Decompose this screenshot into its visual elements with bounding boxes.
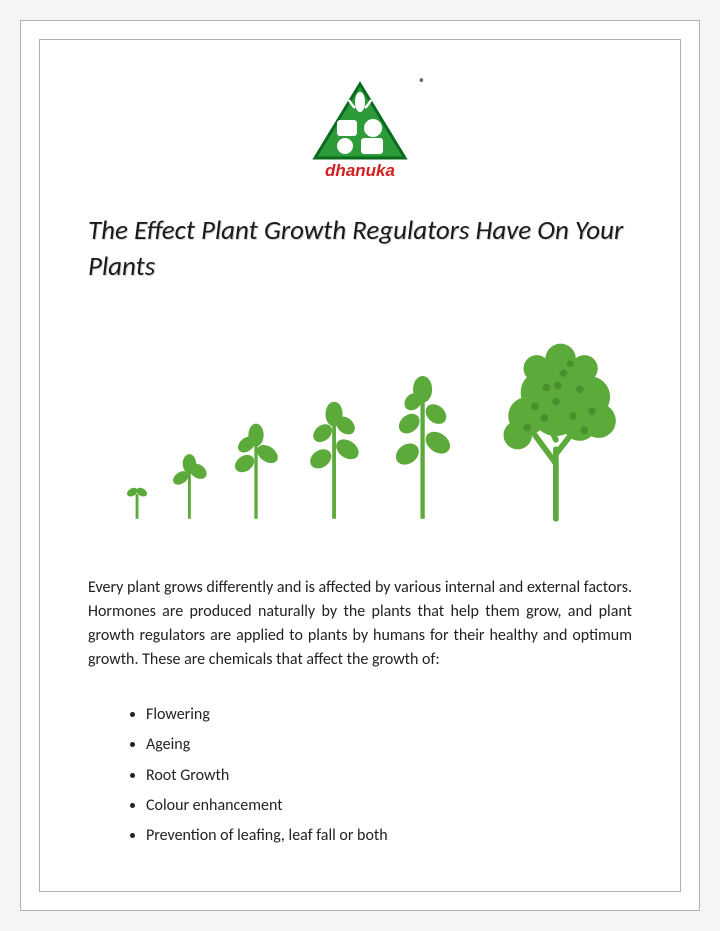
page-title: The Effect Plant Growth Regulators Have … [88, 213, 632, 286]
brand-logo: dhanuka ® [305, 80, 415, 185]
page-inner-border: dhanuka ® The Effect Plant Growth Regula… [39, 39, 681, 892]
list-item: Root Growth [146, 761, 632, 791]
document-page: dhanuka ® The Effect Plant Growth Regula… [20, 20, 700, 911]
growth-stages-svg [118, 306, 632, 526]
list-item: Ageing [146, 730, 632, 760]
plant-growth-illustration [88, 306, 632, 526]
list-item: Prevention of leafing, leaf fall or both [146, 821, 632, 851]
dhanuka-logo-svg: dhanuka [305, 80, 415, 180]
brand-text: dhanuka [325, 161, 395, 180]
list-item: Colour enhancement [146, 791, 632, 821]
list-item: Flowering [146, 700, 632, 730]
registered-mark: ® [419, 76, 425, 89]
intro-paragraph: Every plant grows differently and is aff… [88, 576, 632, 672]
logo-container: dhanuka ® [88, 80, 632, 185]
effects-list: Flowering Ageing Root Growth Colour enha… [88, 700, 632, 852]
